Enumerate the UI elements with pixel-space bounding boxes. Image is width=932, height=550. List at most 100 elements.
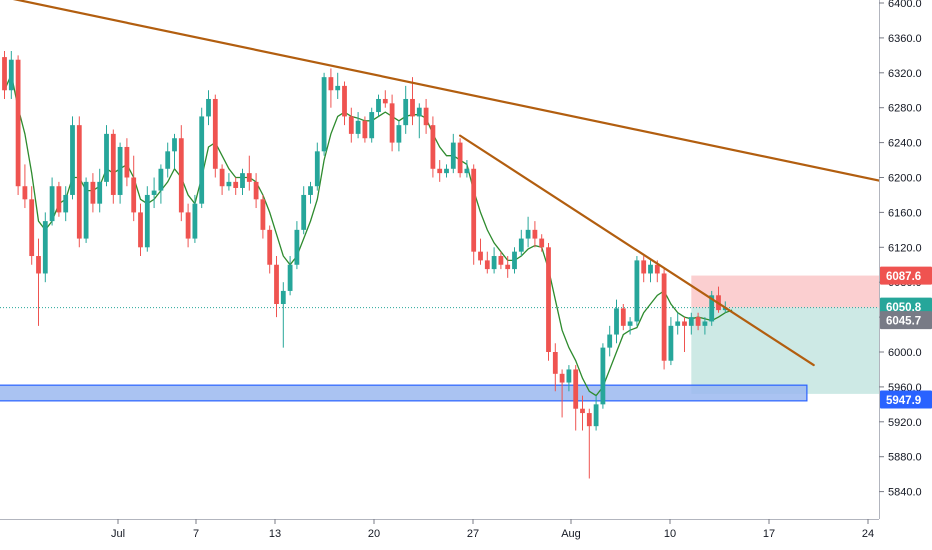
candle-body bbox=[695, 317, 701, 326]
candle bbox=[355, 112, 361, 139]
candle-body bbox=[607, 334, 613, 348]
upper-trendline[interactable] bbox=[0, 0, 932, 232]
y-tick-label: 6160.0 bbox=[888, 207, 922, 219]
candle bbox=[546, 242, 551, 361]
candle bbox=[301, 186, 307, 235]
candle bbox=[36, 238, 41, 326]
candle-body bbox=[36, 256, 41, 274]
candle bbox=[348, 107, 354, 143]
candle bbox=[280, 282, 286, 348]
candle-body bbox=[484, 260, 490, 270]
candle bbox=[396, 120, 402, 152]
candle bbox=[559, 369, 565, 418]
candle-body bbox=[274, 264, 279, 305]
candle-body bbox=[668, 325, 674, 361]
candle bbox=[484, 251, 490, 274]
candle bbox=[308, 181, 313, 204]
price-tag: 5947.9 bbox=[880, 390, 932, 409]
candle bbox=[505, 256, 511, 278]
candle-body bbox=[430, 125, 436, 169]
candle-body bbox=[389, 103, 395, 143]
stop-loss-zone[interactable] bbox=[691, 275, 889, 308]
candle-body bbox=[342, 85, 347, 117]
candle-body bbox=[70, 125, 75, 195]
candle-body bbox=[131, 177, 137, 213]
lower-trendline[interactable] bbox=[459, 134, 815, 367]
candle bbox=[260, 194, 266, 239]
price-tag-bg bbox=[880, 311, 932, 330]
candle-body bbox=[90, 181, 96, 204]
candle bbox=[165, 142, 171, 178]
x-tick-label: 10 bbox=[664, 528, 676, 540]
candle bbox=[444, 164, 449, 178]
candle-body bbox=[22, 186, 28, 200]
candle bbox=[233, 177, 239, 195]
candle bbox=[335, 72, 341, 99]
candle-body bbox=[593, 404, 599, 427]
candle-body bbox=[505, 264, 511, 270]
candle-body bbox=[280, 290, 286, 305]
candle-body bbox=[212, 98, 218, 169]
candle-body bbox=[682, 321, 687, 326]
candle bbox=[104, 125, 109, 187]
candle bbox=[8, 50, 14, 99]
candle-body bbox=[253, 181, 259, 200]
candle bbox=[430, 116, 436, 178]
candle-body bbox=[56, 186, 62, 213]
candle bbox=[63, 186, 69, 222]
candle bbox=[328, 68, 334, 108]
candle bbox=[124, 138, 130, 187]
candle-body bbox=[206, 98, 211, 117]
y-tick-label: 6240.0 bbox=[888, 138, 922, 150]
candle-body bbox=[144, 194, 150, 248]
candle-body bbox=[559, 373, 565, 383]
candle-body bbox=[382, 98, 388, 104]
candle-body bbox=[219, 168, 225, 187]
candle-body bbox=[8, 59, 14, 91]
candle-body bbox=[369, 112, 375, 139]
candle bbox=[600, 343, 606, 409]
candle bbox=[539, 234, 545, 252]
time-axis[interactable]: Jul 7 13 20 27 Aug 10 17 24 bbox=[111, 519, 874, 540]
candle-body bbox=[675, 321, 681, 326]
candle bbox=[158, 164, 164, 204]
y-tick-label: 6360.0 bbox=[888, 33, 922, 45]
candle bbox=[627, 317, 633, 335]
candle bbox=[702, 317, 708, 335]
candle bbox=[144, 186, 150, 252]
candle-body bbox=[512, 251, 517, 270]
candle-body bbox=[396, 125, 402, 143]
candle bbox=[117, 142, 123, 204]
candle bbox=[56, 181, 62, 217]
x-tick-label: Aug bbox=[561, 528, 581, 540]
candle-body bbox=[308, 186, 313, 195]
moving-average-layer bbox=[3, 72, 733, 397]
candle bbox=[362, 116, 368, 143]
candle-body bbox=[138, 212, 143, 248]
candle bbox=[478, 238, 483, 265]
candle bbox=[593, 395, 599, 431]
y-tick-label: 6200.0 bbox=[888, 173, 922, 185]
candle-body bbox=[294, 229, 300, 265]
candle bbox=[110, 129, 116, 204]
candle-body bbox=[688, 317, 694, 326]
candle bbox=[566, 365, 572, 392]
candle-body bbox=[661, 273, 667, 361]
candle bbox=[83, 177, 89, 243]
candle-body bbox=[178, 138, 184, 213]
candle bbox=[620, 304, 626, 331]
candle-body bbox=[376, 98, 381, 113]
price-tag-label: 6087.6 bbox=[886, 271, 921, 283]
candle-body bbox=[76, 125, 82, 239]
candle-body bbox=[627, 321, 633, 326]
candle-body bbox=[362, 120, 368, 139]
candle bbox=[314, 142, 320, 191]
candle bbox=[138, 203, 143, 257]
support-zone[interactable] bbox=[0, 384, 808, 402]
candle bbox=[294, 221, 300, 270]
candle bbox=[369, 107, 375, 143]
candle bbox=[491, 247, 497, 274]
candle bbox=[518, 229, 524, 257]
candle bbox=[240, 168, 245, 195]
